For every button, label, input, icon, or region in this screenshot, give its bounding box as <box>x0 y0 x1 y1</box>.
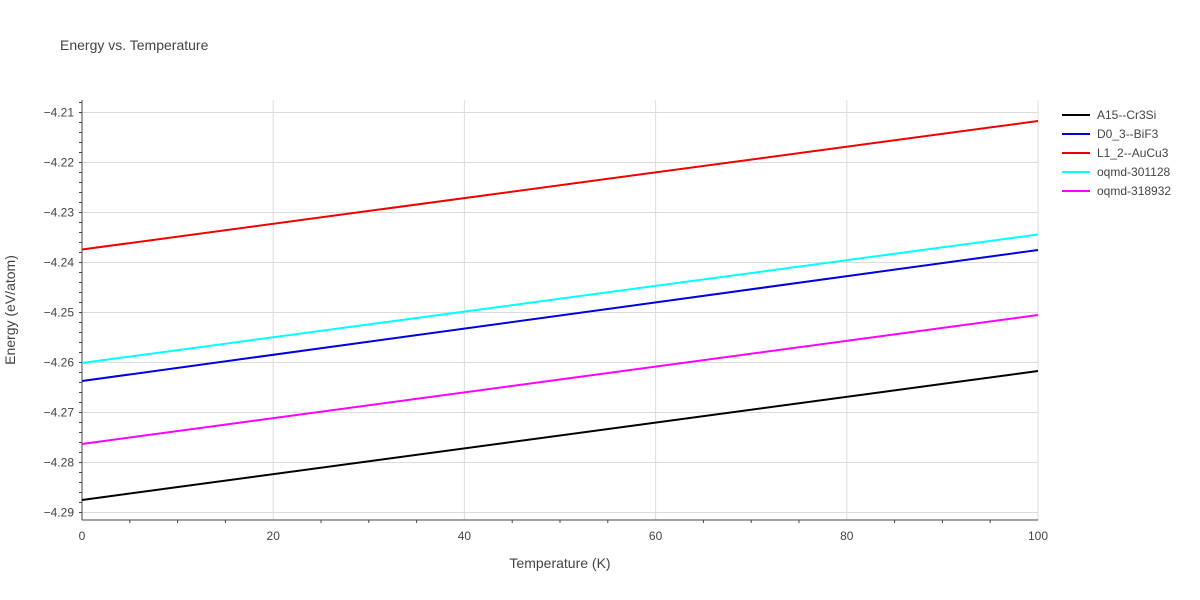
y-tick-label: −4.29 <box>44 506 75 520</box>
y-tick-label: −4.27 <box>44 406 75 420</box>
legend: A15--Cr3Si D0_3--BiF3 L1_2--AuCu3 oqmd-3011… <box>1062 108 1171 198</box>
series-line <box>81 370 1039 501</box>
series-line <box>81 249 1039 382</box>
legend-label: L1_2--AuCu3 <box>1097 146 1169 160</box>
y-axis-title: Energy (eV/atom) <box>2 255 18 365</box>
y-tick-label: −4.23 <box>44 206 75 220</box>
y-tick-label: −4.24 <box>44 256 75 270</box>
x-tick-label: 0 <box>79 529 86 543</box>
y-tick-label: −4.22 <box>44 156 75 170</box>
series-line <box>81 314 1039 445</box>
legend-label: D0_3--BiF3 <box>1097 127 1159 141</box>
x-tick-label: 80 <box>840 529 854 543</box>
legend-label: A15--Cr3Si <box>1097 108 1156 122</box>
series-lines <box>81 120 1039 501</box>
axes: 0 20 40 60 80 100 −4.29 −4.28 −4.27 −4.26 −4.25 −4.… <box>44 100 1048 543</box>
x-tick-label: 100 <box>1028 529 1048 543</box>
y-tick-label: −4.26 <box>44 356 75 370</box>
legend-label: oqmd-301128 <box>1097 165 1170 179</box>
x-tick-label: 60 <box>649 529 663 543</box>
y-tick-label: −4.25 <box>44 306 75 320</box>
x-axis-title: Temperature (K) <box>509 555 610 571</box>
series-line <box>81 233 1039 364</box>
legend-label: oqmd-318932 <box>1097 184 1171 198</box>
y-tick-label: −4.28 <box>44 456 75 470</box>
y-tick-label: −4.21 <box>44 106 75 120</box>
chart-title: Energy vs. Temperature <box>60 37 209 53</box>
grid <box>82 100 1039 520</box>
x-tick-label: 20 <box>267 529 281 543</box>
series-line <box>81 120 1039 251</box>
x-tick-label: 40 <box>458 529 472 543</box>
